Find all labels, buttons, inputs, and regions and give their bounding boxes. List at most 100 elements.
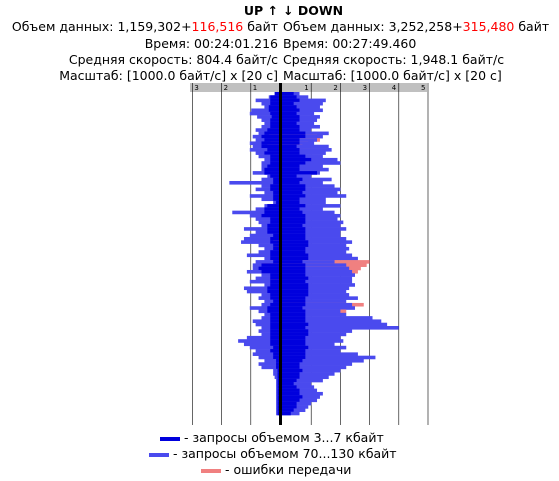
- down-large-bar: [282, 243, 347, 248]
- down-small-bar: [282, 187, 306, 192]
- up-volume-value: 1,159,302+: [117, 19, 192, 34]
- up-large-bar: [243, 342, 279, 347]
- up-large-bar: [255, 276, 279, 281]
- up-small-bar: [277, 408, 279, 413]
- down-large-bar: [282, 289, 347, 294]
- up-small-bar: [270, 184, 279, 188]
- up-volume-extra: 116,516: [191, 19, 244, 34]
- down-small-bar: [282, 101, 294, 106]
- center-axis: [279, 83, 282, 425]
- down-small-bar: [282, 289, 309, 294]
- down-large-bar: [282, 101, 323, 106]
- down-small-bar: [282, 322, 309, 327]
- down-large-bar: [282, 273, 355, 277]
- down-small-bar: [282, 375, 300, 380]
- up-large-bar: [264, 299, 279, 304]
- down-large-bar: [282, 326, 399, 330]
- up-small-bar: [270, 250, 279, 254]
- down-small-bar: [282, 283, 309, 287]
- up-small-bar: [264, 151, 279, 155]
- up-small-bar: [267, 309, 279, 314]
- down-large-bar: [282, 269, 353, 274]
- down-large-bar: [282, 352, 358, 356]
- up-small-bar: [270, 217, 279, 221]
- down-large-bar: [282, 276, 353, 281]
- down-large-bar: [282, 385, 315, 389]
- up-small-bar: [270, 276, 279, 281]
- up-large-bar: [276, 398, 279, 403]
- up-large-bar: [273, 372, 279, 376]
- down-small-bar: [282, 243, 309, 248]
- up-small-bar: [270, 312, 279, 317]
- down-small-bar: [282, 124, 300, 129]
- down-small-bar: [282, 237, 306, 241]
- down-large-bar: [282, 335, 341, 340]
- up-large-bar: [261, 365, 279, 370]
- legend-small-label: - запросы объемом 3...7 кбайт: [183, 430, 384, 445]
- up-title: UP ↑: [243, 3, 278, 18]
- down-large-bar: [282, 187, 341, 192]
- up-small-bar: [270, 111, 279, 116]
- up-small-bar: [273, 299, 279, 304]
- down-small-bar: [282, 240, 309, 244]
- up-small-bar: [271, 115, 279, 119]
- down-large-bar: [282, 213, 341, 218]
- up-small-bar: [277, 382, 279, 386]
- down-small-bar: [282, 230, 306, 235]
- up-small-bar: [270, 319, 279, 324]
- up-small-bar: [273, 260, 279, 264]
- up-small-bar: [273, 190, 279, 195]
- down-large-bar: [282, 349, 341, 353]
- up-small-bar: [270, 349, 279, 353]
- up-small-bar: [270, 237, 279, 241]
- up-small-bar: [261, 213, 279, 218]
- down-small-bar: [282, 105, 297, 109]
- up-small-bar: [270, 316, 279, 320]
- down-small-bar: [282, 306, 303, 310]
- up-small-bar: [270, 329, 279, 333]
- up-small-bar: [267, 128, 279, 132]
- down-small-bar: [282, 339, 306, 343]
- up-large-bar: [274, 375, 279, 380]
- down-title: ↓ DOWN: [283, 3, 344, 18]
- down-large-bar: [282, 177, 332, 182]
- down-large-bar: [282, 329, 353, 333]
- down-large-bar: [282, 217, 338, 221]
- down-small-bar: [282, 276, 309, 281]
- up-large-bar: [276, 401, 279, 406]
- up-small-bar: [270, 273, 279, 277]
- down-small-bar: [282, 108, 300, 113]
- up-large-bar: [252, 352, 279, 356]
- down-large-bar: [282, 240, 353, 244]
- up-large-bar: [258, 243, 279, 248]
- down-small-bar: [282, 302, 306, 307]
- down-small-bar: [282, 368, 303, 373]
- down-small-bar: [282, 345, 309, 350]
- legend-small-swatch: [160, 436, 180, 441]
- down-large-bar: [282, 207, 323, 211]
- up-small-bar: [261, 134, 279, 139]
- up-small-bar: [270, 253, 279, 258]
- down-small-bar: [282, 296, 306, 300]
- down-small-bar: [282, 213, 306, 218]
- up-large-bar: [276, 405, 279, 409]
- up-small-bar: [273, 194, 279, 198]
- down-small-bar: [282, 319, 306, 324]
- down-small-bar: [282, 355, 306, 360]
- down-large-bar: [282, 362, 353, 366]
- down-large-bar: [282, 345, 347, 350]
- up-small-bar: [267, 164, 279, 169]
- up-small-bar: [273, 345, 279, 350]
- up-large-bar: [249, 306, 279, 310]
- down-volume-unit: байт: [514, 19, 550, 34]
- down-large-bar: [282, 115, 320, 119]
- down-small-bar: [282, 253, 309, 258]
- legend-errors-swatch: [201, 468, 221, 473]
- up-small-bar: [261, 269, 279, 274]
- up-large-bar: [261, 177, 279, 182]
- up-small-bar: [270, 256, 279, 261]
- down-large-bar: [282, 161, 341, 165]
- up-volume-label: Объем данных:: [11, 19, 118, 34]
- up-small-bar: [261, 141, 279, 146]
- up-large-bar: [276, 391, 279, 396]
